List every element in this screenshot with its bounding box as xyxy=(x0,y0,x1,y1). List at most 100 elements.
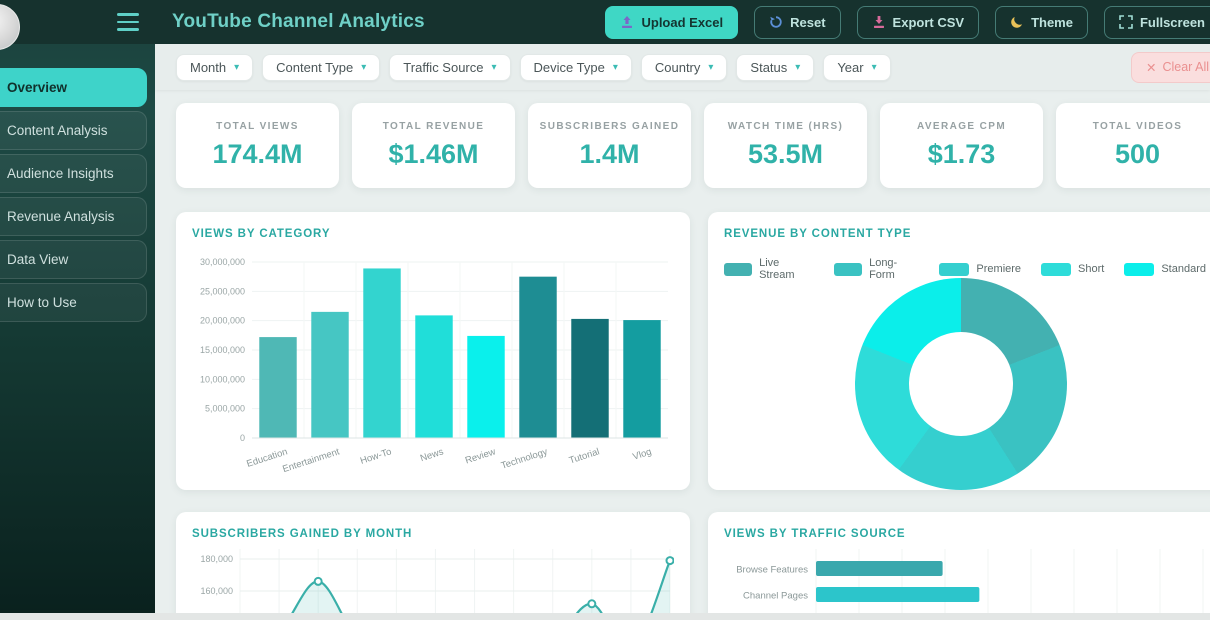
filter-label: Month xyxy=(190,59,227,75)
svg-text:Tutorial: Tutorial xyxy=(568,446,601,466)
reset-button[interactable]: Reset xyxy=(754,5,841,39)
kpi-label: AVERAGE CPM xyxy=(916,121,1007,132)
sidebar-header xyxy=(0,0,155,50)
legend-item-premiere[interactable]: Premiere xyxy=(939,257,1021,281)
upload-excel-button[interactable]: Upload Excel xyxy=(605,5,739,39)
kpi-value: $1.73 xyxy=(927,139,996,169)
button-label: Upload Excel xyxy=(641,14,724,30)
filter-device-type[interactable]: Device Type ▾ xyxy=(519,53,632,81)
revenue-donut-chart[interactable] xyxy=(855,278,1067,490)
kpi-card-watch-time-hrs-: WATCH TIME (HRS) 53.5M xyxy=(704,103,867,188)
button-label: Reset xyxy=(790,14,826,30)
bar-tutorial[interactable] xyxy=(571,318,609,438)
upload-icon xyxy=(622,16,633,28)
chart-title: VIEWS BY TRAFFIC SOURCE xyxy=(724,528,906,540)
filter-label: Year xyxy=(837,59,864,75)
views-by-category-card: VIEWS BY CATEGORY 0 5,000,000 10,000,000 15… xyxy=(176,212,690,490)
sidebar-item-data-view[interactable]: Data View xyxy=(0,240,147,279)
filter-traffic-source[interactable]: Traffic Source ▾ xyxy=(389,53,511,81)
kpi-value: 53.5M xyxy=(747,139,824,169)
svg-text:Browse Features: Browse Features xyxy=(736,565,808,576)
bar-review[interactable] xyxy=(467,335,505,438)
legend-item-short[interactable]: Short xyxy=(1041,257,1104,281)
views-by-category-chart: 0 5,000,000 10,000,000 15,000,000 20,000,000… xyxy=(200,257,668,475)
filter-bar: Month ▾ Content Type ▾ Traffic Source ▾ Device… xyxy=(155,44,1210,90)
kpi-card-subscribers-gained: SUBSCRIBERS GAINED 1.4M xyxy=(528,103,691,188)
dashboard-content: TOTAL VIEWS 174.4M TOTAL REVENUE $1.46M SUBS… xyxy=(155,90,1210,613)
chart-title: VIEWS BY CATEGORY xyxy=(192,228,331,240)
chevron-down-icon: ▾ xyxy=(361,61,367,73)
kpi-card-total-revenue: TOTAL REVENUE $1.46M xyxy=(352,103,515,188)
kpi-value: 174.4M xyxy=(212,139,303,169)
point-oct[interactable] xyxy=(587,599,597,609)
svg-text:30,000,000: 30,000,000 xyxy=(200,257,245,267)
filter-content-type[interactable]: Content Type ▾ xyxy=(262,53,381,81)
bar-browse-features[interactable] xyxy=(816,561,943,576)
button-label: Theme xyxy=(1031,14,1073,30)
button-label: Export CSV xyxy=(892,14,965,30)
legend-label: Short xyxy=(1078,263,1105,275)
svg-text:25,000,000: 25,000,000 xyxy=(200,286,245,296)
svg-text:15,000,000: 15,000,000 xyxy=(200,345,245,355)
sidebar-item-audience-insights[interactable]: Audience Insights xyxy=(0,154,147,193)
point-dec[interactable] xyxy=(665,556,674,566)
fullscreen-icon xyxy=(1119,15,1133,29)
svg-text:5,000,000: 5,000,000 xyxy=(205,404,245,414)
clear-all-label: Clear All xyxy=(1162,60,1209,74)
clear-all-button[interactable]: ✕ Clear All xyxy=(1130,51,1210,83)
hamburger-menu-icon[interactable] xyxy=(117,13,139,31)
svg-text:10,000,000: 10,000,000 xyxy=(200,374,245,384)
kpi-label: TOTAL VIDEOS xyxy=(1092,121,1183,132)
svg-text:How-To: How-To xyxy=(359,446,393,466)
views-by-traffic-source-card: VIEWS BY TRAFFIC SOURCE Browse Features C… xyxy=(708,512,1210,613)
sidebar-item-revenue-analysis[interactable]: Revenue Analysis xyxy=(0,197,147,236)
bar-how-to[interactable] xyxy=(363,268,401,438)
legend-label: Long-Form xyxy=(869,257,898,281)
legend-item-long-form[interactable]: Long-Form xyxy=(834,257,919,281)
chevron-down-icon: ▾ xyxy=(708,61,714,73)
bar-technology[interactable] xyxy=(519,276,557,438)
bar-entertainment[interactable] xyxy=(311,311,349,438)
legend-item-standard[interactable]: Standard xyxy=(1124,257,1206,281)
svg-text:Review: Review xyxy=(464,446,497,466)
sidebar-item-content-analysis[interactable]: Content Analysis xyxy=(0,111,147,150)
theme-button[interactable]: Theme xyxy=(995,5,1088,39)
kpi-label: TOTAL REVENUE xyxy=(382,121,485,132)
chevron-down-icon: ▾ xyxy=(612,61,618,73)
svg-text:20,000,000: 20,000,000 xyxy=(200,316,245,326)
sidebar: Overview Content Analysis Audience Insight… xyxy=(0,0,155,613)
page-title: YouTube Channel Analytics xyxy=(172,11,425,32)
kpi-label: TOTAL VIEWS xyxy=(216,121,299,132)
bar-vlog[interactable] xyxy=(623,320,661,438)
bar-news[interactable] xyxy=(415,315,453,438)
export-icon xyxy=(873,16,884,28)
chart-title: SUBSCRIBERS GAINED BY MONTH xyxy=(192,528,413,540)
filter-label: Country xyxy=(654,59,701,75)
legend-swatch xyxy=(939,262,970,276)
filter-country[interactable]: Country ▾ xyxy=(640,53,728,81)
fullscreen-button[interactable]: Fullscreen xyxy=(1103,5,1210,39)
sidebar-nav: Overview Content Analysis Audience Insight… xyxy=(0,44,155,322)
donut-hole xyxy=(909,332,1013,436)
filter-label: Traffic Source xyxy=(403,59,484,75)
subscribers-by-month-card: SUBSCRIBERS GAINED BY MONTH 180,000 160,0… xyxy=(176,512,690,613)
bar-channel-pages[interactable] xyxy=(816,587,980,602)
filter-year[interactable]: Year ▾ xyxy=(823,53,891,81)
sidebar-item-how-to-use[interactable]: How to Use xyxy=(0,283,147,322)
close-icon: ✕ xyxy=(1145,60,1157,75)
filter-month[interactable]: Month ▾ xyxy=(176,53,254,81)
chevron-down-icon: ▾ xyxy=(234,61,240,73)
export-csv-button[interactable]: Export CSV xyxy=(856,5,980,39)
bar-education[interactable] xyxy=(259,337,297,438)
sidebar-item-overview[interactable]: Overview xyxy=(0,68,147,107)
svg-text:Channel Pages: Channel Pages xyxy=(743,591,808,602)
filter-status[interactable]: Status ▾ xyxy=(736,53,815,81)
kpi-label: WATCH TIME (HRS) xyxy=(727,121,844,132)
legend-swatch xyxy=(1041,262,1072,276)
subscribers-by-month-chart: 180,000 160,000 xyxy=(200,549,674,613)
legend-item-live-stream[interactable]: Live Stream xyxy=(724,257,814,281)
kpi-value: 1.4M xyxy=(579,139,640,169)
legend-label: Live Stream xyxy=(759,257,795,281)
point-mar[interactable] xyxy=(313,576,323,586)
